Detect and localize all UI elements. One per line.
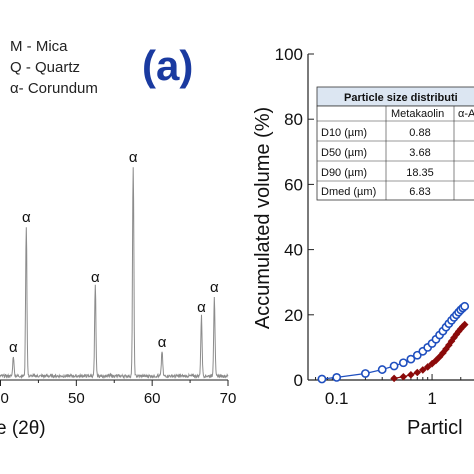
- psd-table-row-label: D10 (µm): [321, 127, 367, 139]
- data-point-alumina: [423, 363, 432, 371]
- data-point-alumina: [390, 374, 398, 383]
- xrd-peak-label: α: [129, 149, 138, 166]
- psd-y-axis-label: Accumulated volume (%): [252, 107, 274, 329]
- psd-table: Particle size distributi Metakaolin α-A …: [316, 86, 474, 201]
- psd-table-cell: 6.83: [409, 186, 430, 198]
- psd-x-tick-label: 1: [427, 389, 436, 408]
- data-point-metakaolin: [361, 369, 370, 378]
- xrd-peak-labels: ααααααααα: [9, 149, 219, 356]
- psd-table-row-label: D90 (µm): [321, 167, 367, 179]
- xrd-x-tick-label: 70: [220, 390, 237, 407]
- xrd-peak-label: α: [158, 334, 167, 351]
- psd-y-tick-label: 0: [294, 371, 303, 390]
- xrd-peak-label: α: [22, 209, 31, 226]
- data-point-alumina: [435, 353, 444, 361]
- psd-table-row-label: D50 (µm): [321, 147, 367, 159]
- data-point-alumina: [458, 322, 467, 331]
- data-point-metakaolin: [377, 365, 387, 374]
- xrd-peak-label: α: [91, 269, 100, 286]
- xrd-peak-label: α: [9, 339, 18, 356]
- xrd-x-tick-label: 40: [0, 390, 9, 407]
- legend-line-corundum: α- Corundum: [10, 80, 98, 97]
- data-point-metakaolin: [332, 372, 342, 382]
- psd-x-ticks: 0.1 1: [315, 374, 462, 408]
- psd-table-title: Particle size distributi: [344, 92, 458, 104]
- data-point-alumina: [399, 372, 408, 381]
- data-point-alumina: [413, 368, 422, 377]
- xrd-x-axis-label: e (2θ): [0, 418, 46, 439]
- xrd-x-ticks: 40 50 60 70: [0, 380, 236, 407]
- data-point-alumina: [445, 341, 453, 349]
- psd-y-tick-label: 60: [284, 175, 303, 194]
- xrd-x-tick-label: 50: [68, 390, 85, 407]
- panel-label: (a): [142, 42, 193, 89]
- data-point-alumina: [407, 370, 415, 379]
- legend-line-quartz: Q - Quartz: [10, 59, 80, 76]
- psd-table-cell: 18.35: [406, 167, 434, 179]
- data-point-alumina: [447, 337, 456, 346]
- psd-table-body-bg: [316, 105, 474, 201]
- data-point-metakaolin: [389, 361, 399, 371]
- data-point-alumina: [460, 320, 469, 329]
- psd-x-tick-label: 0.1: [325, 389, 349, 408]
- xrd-panel: M - Mica Q - Quartz α- Corundum (a) αααα…: [0, 38, 236, 439]
- data-point-alumina: [432, 356, 440, 365]
- psd-y-ticks: 0 20 40 60 80 100: [275, 45, 314, 390]
- psd-y-tick-label: 20: [284, 306, 303, 325]
- data-point-metakaolin: [398, 358, 408, 368]
- xrd-pattern: [0, 167, 229, 380]
- psd-table-col-header: Metakaolin: [391, 108, 444, 120]
- psd-y-tick-label: 40: [284, 241, 303, 260]
- psd-points: [317, 301, 470, 384]
- series-line-alumina: [393, 324, 466, 379]
- psd-table-cell: 0.88: [409, 127, 430, 139]
- psd-table-col-header: α-A: [458, 108, 474, 120]
- data-point-alumina: [419, 366, 427, 374]
- xrd-x-tick-label: 60: [144, 390, 161, 407]
- psd-table-cell: 3.68: [409, 147, 430, 159]
- psd-x-axis-label: Particl: [407, 417, 463, 439]
- xrd-peak-label: α: [210, 279, 219, 296]
- psd-y-tick-label: 100: [275, 45, 303, 64]
- xrd-peak-label: α: [197, 299, 206, 316]
- data-point-alumina: [428, 359, 436, 368]
- psd-table-row-label: Dmed (µm): [321, 186, 376, 198]
- legend-line-mica: M - Mica: [10, 38, 68, 55]
- data-point-metakaolin: [317, 374, 327, 384]
- psd-y-tick-label: 80: [284, 110, 303, 129]
- data-point-metakaolin: [406, 354, 416, 364]
- data-point-metakaolin: [460, 301, 470, 311]
- data-point-alumina: [454, 327, 463, 336]
